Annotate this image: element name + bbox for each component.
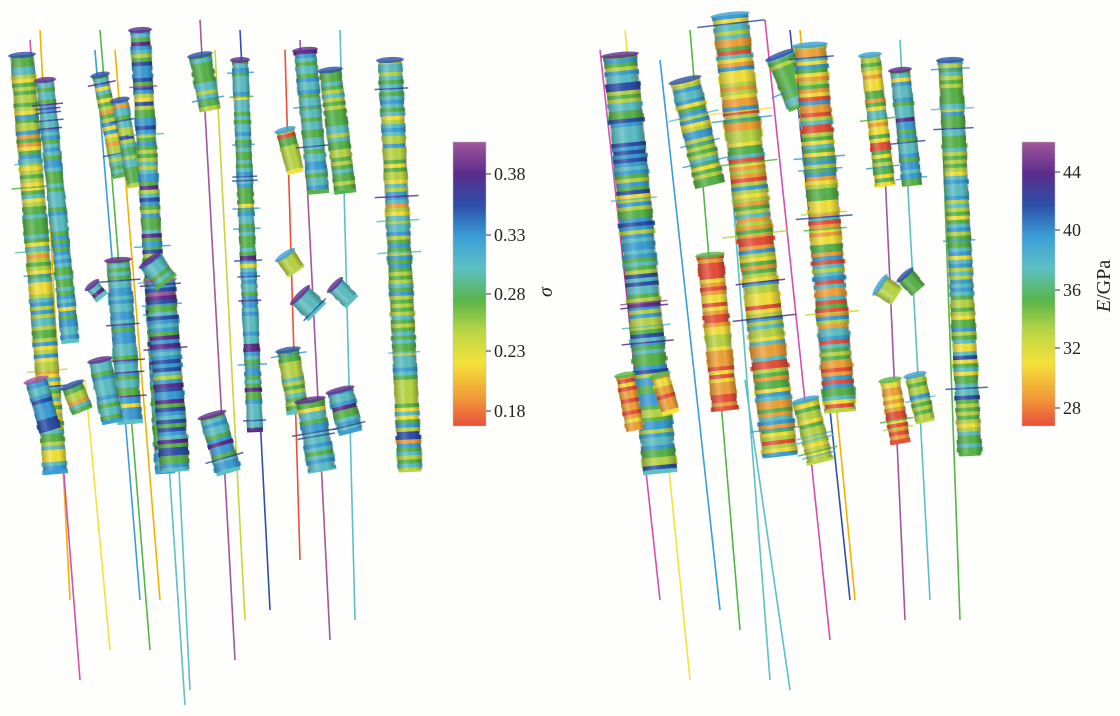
colorbar-elastic-modulus: 44 40 36 32 28 E/GPa	[1021, 141, 1115, 427]
log-cylinder	[110, 96, 144, 189]
colorbar-2-label: E/GPa	[1093, 260, 1115, 313]
colorbar-tick-label: 32	[1063, 338, 1081, 358]
colorbar-poisson-ratio: 0.38 0.33 0.28 0.23 0.18 σ	[452, 141, 557, 427]
log-cylinder	[87, 356, 123, 426]
colorbar-tick-label: 40	[1063, 220, 1081, 240]
log-cylinder	[187, 51, 225, 113]
log-cylinder	[270, 346, 311, 416]
colorbar-tick-label: 36	[1063, 280, 1081, 300]
colorbar-2-ticks: 44 40 36 32 28	[1055, 162, 1081, 418]
borehole-trace	[764, 19, 831, 641]
borehole-trace	[84, 379, 111, 651]
borehole-trace	[199, 19, 236, 661]
colorbar-2-unit: GPa	[1093, 260, 1115, 295]
colorbar-tick-label: 0.23	[494, 341, 526, 361]
colorbar-tick-label: 28	[1063, 398, 1081, 418]
log-cylinder	[289, 284, 327, 322]
log-cylinder	[291, 395, 340, 474]
log-cylinder	[888, 66, 928, 187]
log-cylinder	[788, 41, 860, 414]
borehole-trace	[214, 49, 246, 621]
colorbar-1-label: σ	[535, 286, 557, 297]
colorbar-2-gradient	[1021, 141, 1056, 427]
log-cylinder	[695, 251, 740, 413]
log-cylinder	[326, 276, 359, 309]
log-cylinder	[59, 379, 93, 416]
panel-poisson-ratio	[8, 19, 423, 706]
log-cylinders-left	[8, 26, 423, 477]
log-cylinder	[649, 370, 680, 417]
log-cylinder	[197, 409, 244, 477]
log-cylinder	[374, 56, 423, 473]
log-cylinder	[325, 385, 366, 437]
colorbar-2-slash: /	[1093, 294, 1115, 300]
panel-elastic-modulus	[599, 11, 988, 691]
log-cylinder	[903, 371, 936, 425]
log-cylinder	[858, 51, 900, 188]
log-cylinder	[614, 371, 645, 433]
log-cylinder	[697, 11, 805, 459]
log-cylinder	[274, 126, 304, 176]
colorbar-2-symbol: E	[1093, 300, 1115, 313]
log-cylinder	[896, 267, 925, 297]
log-cylinder	[292, 46, 332, 195]
colorbar-tick-label: 44	[1063, 162, 1081, 182]
colorbar-1-ticks: 0.38 0.33 0.28 0.23 0.18	[486, 164, 526, 421]
colorbar-tick-label: 0.18	[494, 401, 526, 421]
log-cylinder	[930, 56, 988, 457]
colorbar-tick-label: 0.38	[494, 164, 526, 184]
log-cylinder	[138, 251, 177, 291]
log-cylinder	[274, 247, 305, 278]
log-cylinders-right	[601, 11, 988, 476]
borehole-trace	[659, 59, 721, 611]
log-cylinder	[878, 376, 914, 446]
log-cylinder	[31, 76, 80, 345]
colorbar-1-gradient	[452, 141, 487, 427]
log-cylinder	[84, 278, 109, 303]
log-cylinder	[317, 66, 357, 195]
log-cylinder	[790, 395, 838, 466]
log-cylinder	[668, 75, 727, 190]
log-cylinder	[601, 51, 678, 476]
log-cylinder	[872, 274, 903, 305]
log-cylinder	[227, 56, 268, 433]
log-cylinder	[23, 375, 61, 434]
colorbar-tick-label: 0.33	[494, 225, 526, 245]
log-cylinder	[8, 51, 69, 476]
colorbar-tick-label: 0.28	[494, 284, 526, 304]
